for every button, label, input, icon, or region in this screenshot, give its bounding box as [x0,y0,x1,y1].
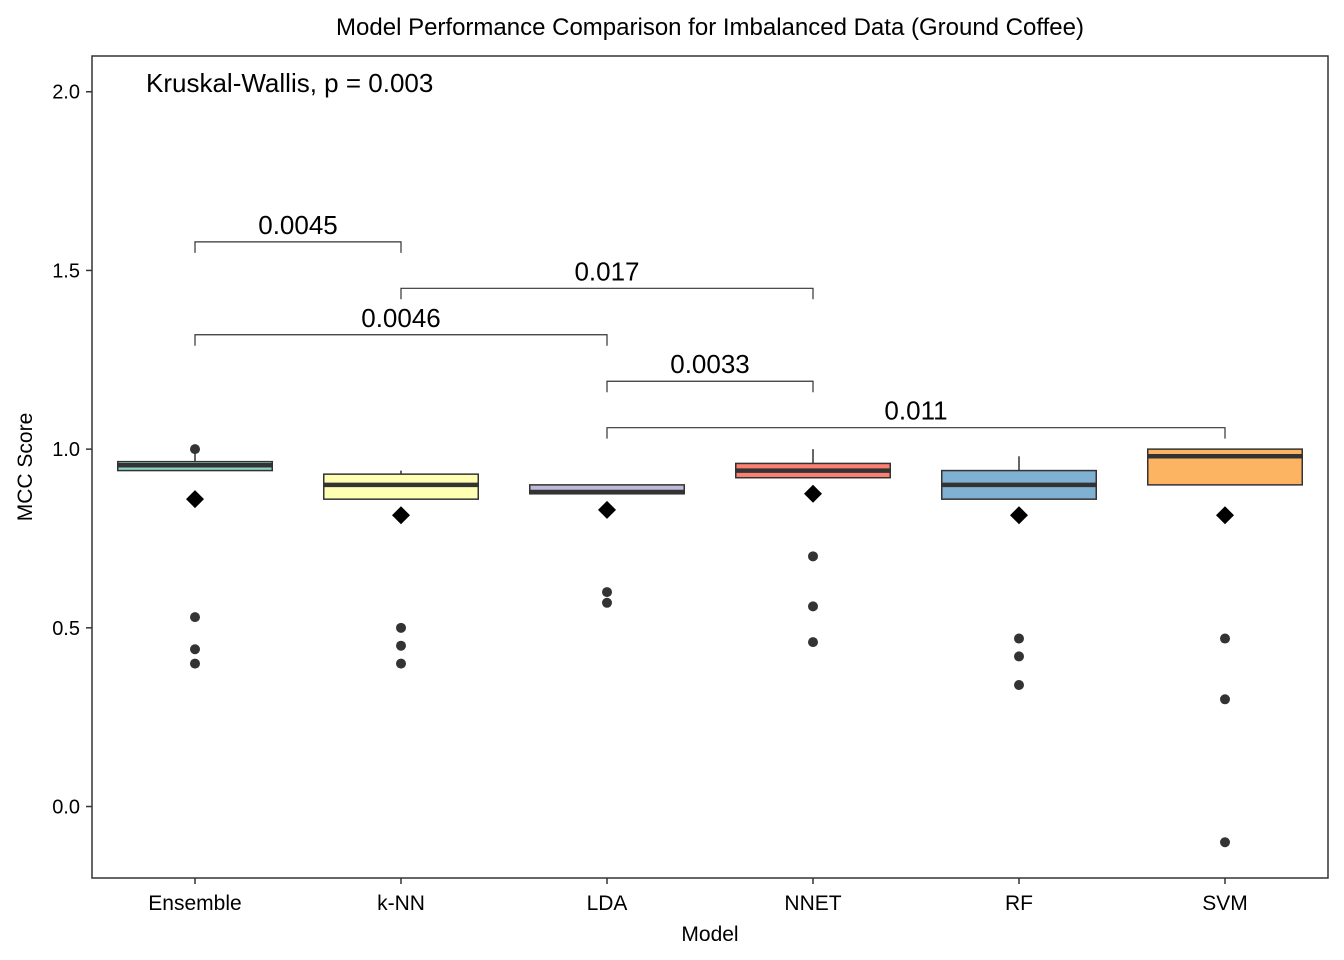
p-value-label: 0.0045 [258,210,338,240]
box-rf [941,456,1097,691]
x-tick-label: NNET [784,892,841,915]
x-axis-label: Model [681,923,738,946]
comparison-bracket: 0.0045 [194,210,402,253]
x-tick-label: Ensemble [148,892,241,915]
y-tick-label: 1.5 [52,260,80,282]
mean-marker [1010,506,1028,525]
comparison-bracket: 0.0046 [194,303,608,346]
bracket-line [606,380,814,393]
outlier-point [190,658,200,669]
outlier-point [808,551,818,562]
p-value-label: 0.0046 [361,303,441,333]
outlier-point [1014,680,1024,691]
comparison-brackets: 0.0045 0.017 0.0046 0.0033 0.011 [194,210,1226,439]
x-axis: Ensemble k-NN LDA NNET RF SVM [148,878,1248,915]
outlier-point [808,601,818,612]
outlier-point [1220,633,1230,644]
outlier-point [396,622,406,633]
y-tick-label: 0.0 [52,797,80,819]
y-axis-label: MCC Score [14,413,37,522]
x-tick-label: k-NN [377,892,425,915]
comparison-bracket: 0.0033 [606,349,814,393]
outlier-point [1220,694,1230,705]
outlier-point [190,612,200,623]
outlier-point [396,640,406,651]
outlier-point [602,597,612,608]
comparison-bracket: 0.011 [606,396,1226,439]
box-nnet [735,449,891,648]
box-svm [1147,448,1303,848]
p-value-label: 0.017 [574,256,639,286]
outlier-point [190,444,200,455]
bracket-line [400,287,814,300]
mean-marker [186,490,204,509]
y-tick-label: 1.0 [52,439,80,461]
box-lda [529,484,685,608]
outlier-point [602,587,612,598]
bracket-line [194,334,608,346]
y-axis: 0.0 0.5 1.0 1.5 2.0 [52,82,92,819]
mean-marker [1216,506,1234,525]
box-plots [117,444,1303,848]
outlier-point [1220,837,1230,848]
y-tick-label: 0.5 [52,618,80,640]
p-value-label: 0.011 [884,396,947,426]
outlier-point [396,658,406,669]
plot-panel [91,55,1329,879]
x-tick-label: SVM [1202,892,1248,915]
mean-marker [598,500,616,519]
y-tick-label: 2.0 [52,82,80,104]
bracket-line [194,241,402,253]
x-tick-label: RF [1005,892,1033,915]
mean-marker [392,506,410,525]
kruskal-wallis-annotation: Kruskal-Wallis, p = 0.003 [146,68,433,98]
box-ensemble [117,444,273,669]
x-tick-label: LDA [587,892,628,915]
comparison-bracket: 0.017 [400,256,814,300]
p-value-label: 0.0033 [670,349,750,379]
outlier-point [190,644,200,655]
outlier-point [1014,651,1024,662]
chart-title: Model Performance Comparison for Imbalan… [336,14,1084,41]
bracket-line [606,427,1226,439]
outlier-point [1014,633,1024,644]
outlier-point [808,637,818,648]
mean-marker [804,484,822,503]
box-k-nn [323,470,479,669]
